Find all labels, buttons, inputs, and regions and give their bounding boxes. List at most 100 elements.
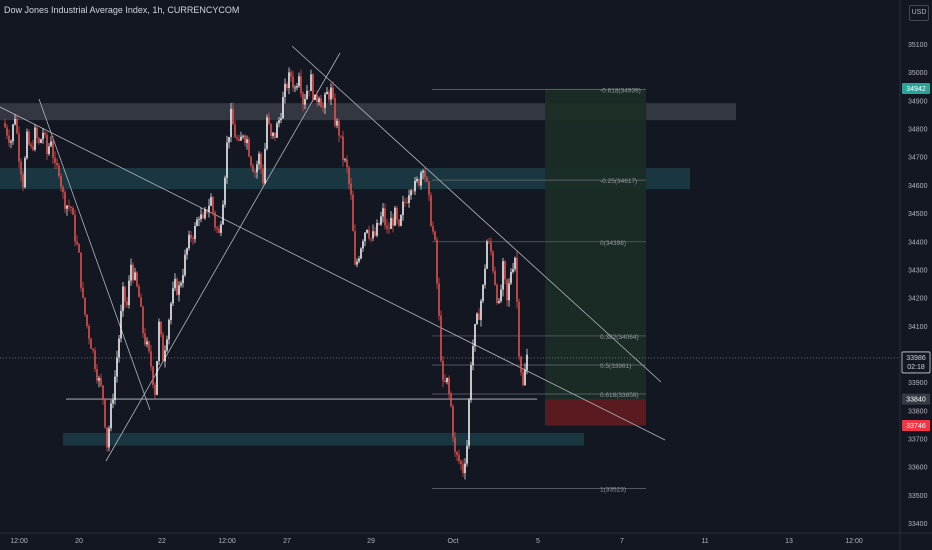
trendline: [38, 98, 151, 411]
currency-button[interactable]: USD: [909, 5, 929, 21]
candle-body: [82, 287, 84, 298]
candle-body: [446, 377, 448, 382]
candle-body: [184, 254, 186, 276]
candle-body: [132, 264, 134, 280]
price-tick: 34100: [908, 324, 928, 331]
candle-body: [266, 117, 268, 149]
candle-body: [10, 141, 12, 143]
candle-body: [302, 93, 304, 105]
candle-body: [424, 170, 426, 178]
candle-body: [510, 271, 512, 284]
candle-body: [122, 286, 124, 312]
candle-body: [412, 190, 414, 192]
price-tick: 33800: [908, 408, 928, 415]
trendline: [291, 45, 662, 383]
candle-body: [124, 286, 126, 302]
candle-body: [526, 354, 528, 370]
candle-body: [464, 463, 466, 474]
candle-body: [456, 451, 458, 456]
price-tags-layer: 34942 33986 02:18 33840 33746: [901, 83, 931, 432]
candle-body: [422, 170, 424, 173]
candle-body: [420, 172, 422, 186]
candle-body: [258, 153, 260, 165]
time-axis[interactable]: 12:00 20 22 12:00 27 29 Oct 5 7 11 13 12:00: [0, 532, 932, 545]
candle-body: [426, 177, 428, 182]
candle-body: [490, 242, 492, 252]
zone-pivot-zone: [0, 167, 690, 190]
candle-body: [316, 94, 318, 103]
candle-body: [74, 214, 76, 242]
candle-body: [444, 380, 446, 382]
candle-body: [268, 117, 270, 124]
candle-body: [116, 357, 118, 377]
candle-body: [126, 301, 128, 306]
candle-body: [30, 144, 32, 147]
candle-body: [254, 171, 256, 173]
candle-body: [290, 72, 292, 77]
fib-label: -0.25(34617): [600, 178, 637, 185]
candle-body: [150, 351, 152, 367]
candle-body: [504, 261, 506, 280]
candle-body: [52, 141, 54, 158]
candle-body: [304, 99, 306, 105]
candle-body: [414, 180, 416, 192]
candle-body: [102, 385, 104, 399]
trendline: [0, 106, 666, 441]
candle-body: [138, 286, 140, 298]
candle-body: [146, 341, 148, 345]
fib-levels-layer: -0.618(34939) -0.25(34617) 0(34398) 0.382(3…: [0, 87, 900, 493]
candle-body: [76, 241, 78, 245]
candle-body: [246, 139, 248, 144]
candle-body: [210, 197, 212, 206]
price-tick: 34600: [908, 183, 928, 190]
candle-body: [344, 159, 346, 161]
candle-body: [274, 132, 276, 138]
candle-body: [516, 257, 518, 302]
candle-body: [386, 225, 388, 229]
candle-body: [524, 369, 526, 386]
candle-body: [236, 137, 238, 140]
zones-layer: [0, 88, 736, 446]
candle-body: [270, 123, 272, 136]
candle-body: [380, 216, 382, 225]
candle-body: [34, 127, 36, 150]
candle-body: [374, 231, 376, 236]
candle-body: [326, 91, 328, 95]
candle-body: [38, 138, 40, 143]
candle-body: [6, 127, 8, 136]
price-tick: 34700: [908, 155, 928, 162]
candle-body: [370, 238, 372, 240]
candle-body: [434, 231, 436, 240]
candle-body: [256, 164, 258, 173]
candle-body: [80, 252, 82, 288]
candle-body: [436, 239, 438, 284]
candle-body: [362, 241, 364, 249]
candle-body: [244, 135, 246, 144]
candle-body: [394, 207, 396, 226]
candle-body: [518, 301, 520, 357]
candle-body: [4, 122, 6, 128]
zone-support-zone: [63, 432, 584, 446]
candle-body: [128, 280, 130, 306]
candle-body: [154, 384, 156, 395]
last-price-label: 33986: [906, 355, 926, 362]
candle-body: [62, 186, 64, 193]
candle-body: [288, 72, 290, 89]
candle-body: [460, 460, 462, 465]
candle-body: [466, 445, 468, 464]
candle-body: [158, 321, 160, 362]
candle-body: [26, 131, 28, 159]
candle-body: [134, 272, 136, 280]
candle-body: [284, 84, 286, 97]
candle-body: [496, 284, 498, 303]
candle-body: [384, 208, 386, 226]
candle-body: [242, 135, 244, 137]
candle-body: [118, 338, 120, 358]
candle-body: [20, 161, 22, 175]
candle-body: [250, 156, 252, 166]
candle-body: [286, 84, 288, 89]
candle-body: [492, 251, 494, 272]
candle-body: [300, 76, 302, 94]
price-axis[interactable]: 35100 35000 34900 34800 34700 34600 34500 34400…: [899, 0, 928, 550]
